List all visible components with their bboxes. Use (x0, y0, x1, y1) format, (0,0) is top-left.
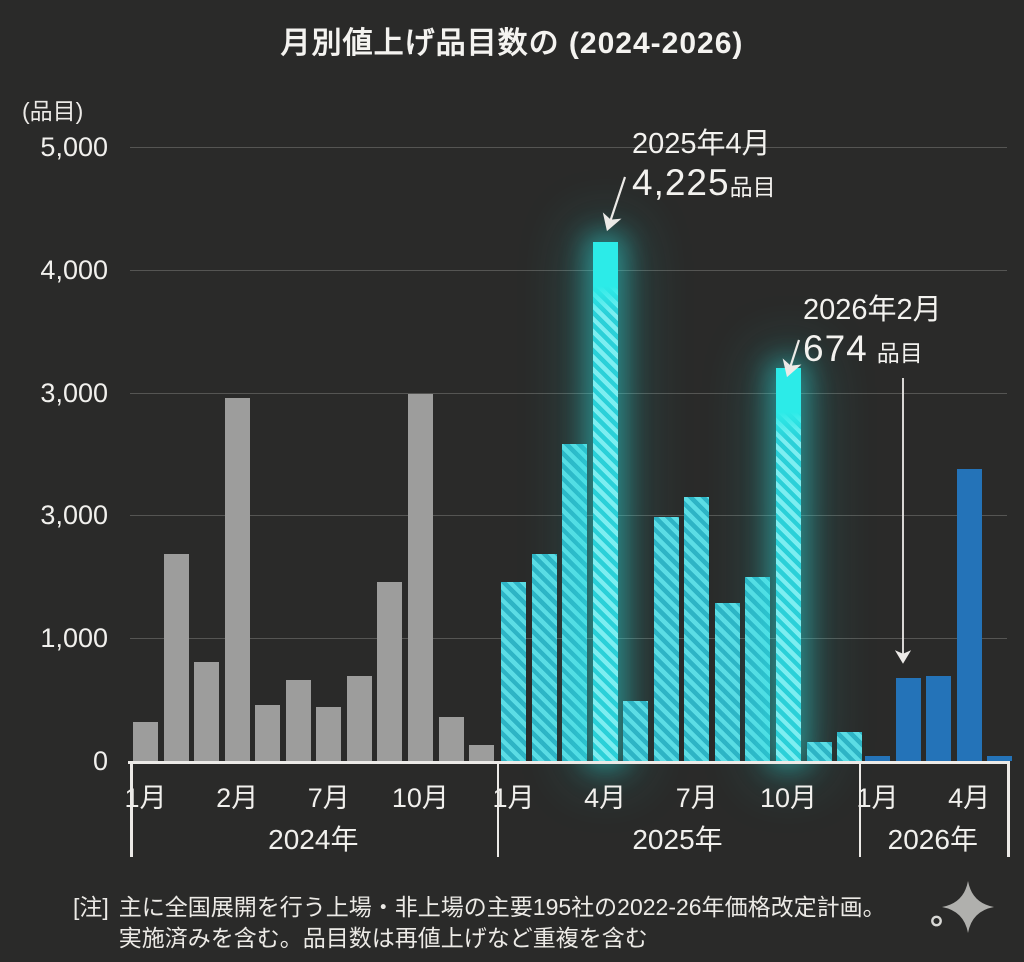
bar-2025年-4 (592, 242, 618, 761)
x-tick-label: 7月 (675, 783, 718, 813)
x-tick-label: 4月 (584, 783, 627, 813)
gridline (130, 392, 1007, 394)
gridline (130, 147, 1007, 148)
bar-2025年-2 (531, 553, 557, 761)
year-label: 2026年 (887, 824, 978, 855)
annotation-value: 4,225 (632, 162, 730, 203)
bar-2025年-5 (623, 700, 649, 761)
bar-2026年-3 (926, 676, 952, 761)
annotation-date: 2026年2月 (803, 294, 942, 326)
annotation-unit: 品目 (729, 174, 776, 200)
y-tick-label: 5,000 (40, 132, 108, 162)
bar-2025年-3 (562, 444, 588, 761)
x-axis-line (128, 761, 1007, 764)
bar-2025年-1 (501, 582, 526, 761)
bar-2025年-7 (684, 497, 710, 761)
bar-2025年-8 (714, 603, 740, 761)
bar-2024年-6 (285, 680, 311, 761)
bar-2025年-9 (745, 576, 771, 761)
x-tick-label: 7月 (307, 783, 350, 813)
annotation-date: 2025年4月 (632, 128, 771, 160)
bar-2025年-10 (776, 368, 801, 761)
y-tick-label: 4,000 (40, 254, 108, 285)
year-label: 2025年 (632, 824, 723, 855)
bar-2024年-2 (163, 553, 189, 761)
bar-2026年-1 (865, 755, 890, 761)
footnote-text: 主に全国展開を行う上場・非上場の主要195社の2022-26年価格改定計画。 実… (118, 894, 886, 951)
bar-2024年-5 (255, 705, 281, 761)
sparkle-icon (931, 881, 994, 933)
y-tick-label: 1,000 (40, 623, 108, 654)
annotation-2025-april: 2025年4月 4,225品目 (632, 120, 776, 204)
section-divider (858, 761, 861, 857)
bar-2024年-9 (377, 582, 403, 761)
annotation-unit: 品目 (876, 340, 923, 366)
annotation-value: 674 (803, 328, 868, 369)
x-tick-label: 10月 (391, 783, 449, 813)
bar-2025年-6 (653, 517, 679, 761)
bar-2024年-7 (316, 707, 342, 761)
bar-2025年-11 (806, 742, 832, 761)
footnote-label: [注] (73, 894, 109, 920)
footnote: [注] 主に全国展開を行う上場・非上場の主要195社の2022-26年価格改定計… (73, 892, 886, 954)
annotation-2026-february: 2026年2月 674 品目 (803, 286, 942, 370)
section-divider (130, 761, 133, 857)
x-tick-label: 1月 (856, 783, 899, 813)
year-label: 2024年 (268, 824, 359, 855)
x-tick-label: 4月 (948, 783, 991, 813)
chart-title: 月別値上げ品目数の (2024-2026) (280, 27, 744, 60)
bar-2024年-12 (469, 745, 495, 761)
section-divider (1007, 761, 1010, 857)
y-tick-label: 3,000 (40, 500, 108, 531)
x-tick-label: 1月 (492, 783, 535, 813)
x-tick-label: 2月 (216, 783, 259, 813)
bar-2026年-5 (987, 756, 1013, 761)
bar-2026年-2 (895, 678, 921, 761)
bar-2024年-8 (346, 676, 372, 761)
y-axis-unit-label: (品目) (22, 98, 84, 124)
bar-2024年-3 (194, 661, 220, 761)
x-tick-label: 10月 (759, 783, 818, 813)
bar-2024年-4 (224, 397, 250, 761)
bar-2026年-4 (956, 469, 982, 761)
bar-2024年-11 (438, 716, 464, 761)
bar-2025年-12 (837, 732, 862, 761)
y-tick-label: 3,000 (40, 377, 108, 408)
gridline (130, 269, 1007, 271)
y-tick-label: 0 (92, 746, 108, 776)
section-divider (496, 761, 499, 857)
bar-2024年-1 (133, 721, 158, 761)
arrow-to-2025-apr-bar (602, 176, 627, 232)
bar-2024年-10 (407, 393, 433, 761)
